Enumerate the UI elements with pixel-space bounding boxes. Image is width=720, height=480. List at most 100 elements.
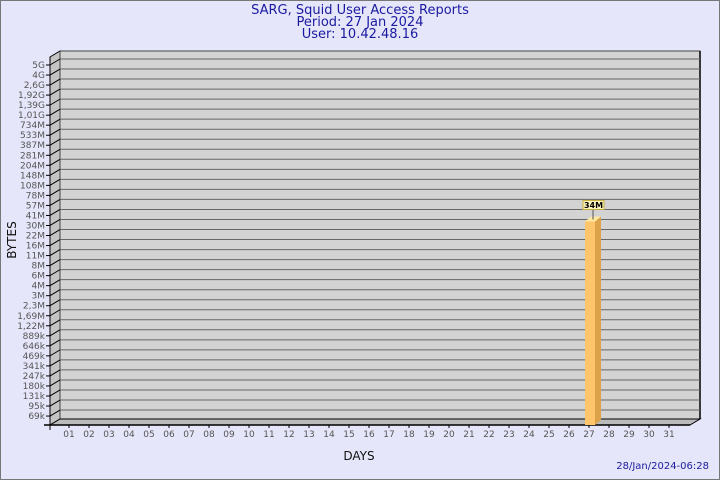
- y-tick-label: 57M: [26, 201, 45, 211]
- y-tick-label: 180k: [23, 382, 46, 392]
- x-tick-label: 04: [123, 430, 135, 440]
- x-tick-label: 09: [223, 430, 235, 440]
- y-tick-label: 387M: [20, 141, 45, 151]
- y-tick-diagonal: [49, 249, 61, 256]
- y-tick-diagonal: [49, 118, 61, 126]
- x-tick-label: 17: [383, 430, 394, 440]
- chart-title: SARG, Squid User Access Reports: [251, 3, 469, 18]
- x-tick-label: 27: [583, 430, 594, 440]
- y-tick-diagonal: [49, 198, 61, 206]
- x-tick-label: 30: [643, 430, 655, 440]
- y-tick-label: 889k: [23, 332, 46, 342]
- y-tick-label: 108M: [20, 181, 45, 191]
- y-tick-label: 16M: [26, 242, 45, 252]
- y-tick-diagonal: [49, 209, 61, 216]
- y-tick-diagonal: [49, 349, 61, 357]
- x-tick-label: 22: [483, 430, 494, 440]
- y-tick-diagonal: [49, 98, 61, 106]
- x-axis-label: DAYS: [343, 449, 374, 463]
- floor: [48, 418, 702, 426]
- x-tick-label: 11: [263, 430, 274, 440]
- y-tick-diagonal: [49, 359, 61, 367]
- y-tick-diagonal: [49, 168, 61, 176]
- x-tick-label: 12: [283, 430, 294, 440]
- x-tick-label: 08: [203, 430, 215, 440]
- x-tick-label: 28: [603, 430, 615, 440]
- y-tick-diagonal: [49, 369, 61, 377]
- y-tick-diagonal: [49, 409, 61, 417]
- y-tick-diagonal: [49, 279, 61, 287]
- y-tick-label: 247k: [23, 372, 46, 382]
- y-tick-label: 341k: [23, 362, 46, 372]
- y-tick-label: 2,6G: [24, 81, 45, 91]
- x-tick-label: 02: [83, 430, 94, 440]
- y-tick-label: 22M: [26, 232, 45, 242]
- x-tick-label: 13: [303, 430, 314, 440]
- x-tick-label: 16: [363, 430, 375, 440]
- y-tick-label: 95k: [28, 402, 45, 412]
- y-tick-label: 148M: [20, 171, 45, 181]
- x-tick-label: 29: [623, 430, 635, 440]
- y-tick-diagonal: [49, 128, 61, 136]
- back-wall: [59, 50, 701, 420]
- y-tick-label: 4G: [32, 71, 45, 81]
- y-tick-diagonal: [49, 178, 61, 186]
- y-tick-diagonal: [49, 78, 61, 86]
- y-tick-diagonal: [49, 269, 61, 277]
- y-tick-label: 469k: [23, 352, 46, 362]
- y-tick-label: 8M: [32, 262, 46, 272]
- y-tick-diagonal: [49, 188, 61, 196]
- x-tick-label: 03: [103, 430, 114, 440]
- x-tick-label: 31: [663, 430, 674, 440]
- y-axis-label: BYTES: [5, 221, 19, 258]
- y-tick-label: 533M: [20, 131, 45, 141]
- x-tick-label: 07: [183, 430, 194, 440]
- data-label-box: [582, 199, 605, 210]
- y-tick-diagonal: [49, 339, 61, 347]
- y-tick-label: 1,01G: [18, 111, 45, 121]
- y-tick-diagonal: [49, 58, 61, 66]
- y-tick-label: 1,39G: [18, 101, 45, 111]
- y-tick-diagonal: [49, 289, 61, 297]
- y-tick-label: 281M: [20, 151, 45, 161]
- x-tick-label: 14: [323, 430, 335, 440]
- x-tick-label: 06: [163, 430, 175, 440]
- y-tick-diagonal: [49, 379, 61, 387]
- y-tick-label: 78M: [26, 191, 45, 201]
- y-tick-diagonal: [49, 219, 61, 226]
- x-tick-label: 25: [543, 430, 554, 440]
- y-tick-diagonal: [49, 259, 61, 267]
- y-tick-label: 1,22M: [17, 322, 45, 332]
- y-tick-label: 41M: [26, 211, 45, 221]
- chart-period: Period: 27 Jan 2024: [296, 15, 424, 30]
- y-tick-label: 69k: [28, 412, 45, 422]
- x-tick-label: 23: [503, 430, 514, 440]
- y-tick-diagonal: [49, 399, 61, 407]
- y-tick-diagonal: [49, 319, 61, 327]
- y-tick-label: 11M: [26, 252, 45, 262]
- x-tick-label: 01: [63, 430, 74, 440]
- y-tick-diagonal: [49, 88, 61, 96]
- y-tick-label: 4M: [32, 282, 46, 292]
- data-label: 34M: [584, 201, 603, 210]
- y-tick-label: 6M: [32, 272, 46, 282]
- x-tick-label: 10: [243, 430, 255, 440]
- chart-user: User: 10.42.48.16: [301, 27, 419, 42]
- generated-timestamp: 28/Jan/2024-06:28: [616, 461, 709, 472]
- x-tick-label: 19: [423, 430, 435, 440]
- bar-side: [595, 216, 601, 425]
- y-tick-label: 1,92G: [18, 91, 45, 101]
- x-tick-label: 05: [143, 430, 154, 440]
- y-tick-diagonal: [49, 229, 61, 236]
- y-tick-label: 646k: [23, 342, 46, 352]
- y-tick-diagonal: [49, 108, 61, 116]
- x-tick-label: 20: [443, 430, 455, 440]
- y-tick-diagonal: [49, 158, 61, 166]
- y-tick-diagonal: [49, 148, 61, 156]
- y-tick-diagonal: [49, 389, 61, 397]
- y-tick-diagonal: [49, 239, 61, 246]
- y-tick-label: 204M: [20, 161, 45, 171]
- y-tick-diagonal: [49, 299, 61, 307]
- y-tick-diagonal: [49, 138, 61, 146]
